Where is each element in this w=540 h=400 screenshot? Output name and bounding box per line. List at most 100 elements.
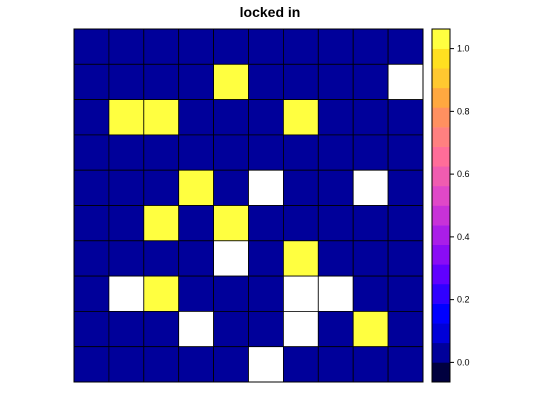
heatmap-cell bbox=[388, 64, 423, 99]
heatmap-cell bbox=[353, 170, 388, 205]
heatmap-cell bbox=[144, 29, 179, 64]
heatmap-cell bbox=[109, 64, 144, 99]
heatmap-cell bbox=[249, 347, 284, 382]
heatmap-cell bbox=[283, 64, 318, 99]
heatmap-cell bbox=[318, 170, 353, 205]
heatmap-cell bbox=[388, 276, 423, 311]
colorbar-tick-label: 0.2 bbox=[457, 295, 470, 305]
colorbar-segment bbox=[432, 343, 450, 363]
heatmap-cell bbox=[353, 64, 388, 99]
heatmap-cell bbox=[144, 276, 179, 311]
heatmap-cell bbox=[179, 170, 214, 205]
colorbar-ticks: 0.00.20.40.60.81.0 bbox=[450, 44, 470, 368]
heatmap-cell bbox=[283, 206, 318, 241]
heatmap-cell bbox=[109, 170, 144, 205]
colorbar-segment bbox=[432, 225, 450, 245]
colorbar-segment bbox=[432, 88, 450, 108]
heatmap-cell bbox=[144, 347, 179, 382]
heatmap-cell bbox=[388, 347, 423, 382]
heatmap-cell bbox=[214, 347, 249, 382]
heatmap-cell bbox=[214, 135, 249, 170]
heatmap-cell bbox=[144, 135, 179, 170]
colorbar-segment bbox=[432, 68, 450, 88]
heatmap-cell bbox=[318, 64, 353, 99]
heatmap-cell bbox=[74, 29, 109, 64]
heatmap-cell bbox=[214, 311, 249, 346]
colorbar-segment bbox=[432, 166, 450, 186]
heatmap-cell bbox=[74, 170, 109, 205]
heatmap-cell bbox=[283, 170, 318, 205]
heatmap-cell bbox=[249, 64, 284, 99]
heatmap-cell bbox=[109, 100, 144, 135]
heatmap-cell bbox=[283, 29, 318, 64]
heatmap-cell bbox=[249, 29, 284, 64]
heatmap-cell bbox=[283, 241, 318, 276]
heatmap-cell bbox=[214, 100, 249, 135]
heatmap-cell bbox=[214, 276, 249, 311]
heatmap-cell bbox=[214, 241, 249, 276]
heatmap-cell bbox=[353, 100, 388, 135]
heatmap-cell bbox=[179, 347, 214, 382]
heatmap-cell bbox=[388, 241, 423, 276]
heatmap-cell bbox=[388, 29, 423, 64]
heatmap-cell bbox=[144, 206, 179, 241]
heatmap-cell bbox=[109, 206, 144, 241]
heatmap-cell bbox=[353, 135, 388, 170]
heatmap-cell bbox=[353, 241, 388, 276]
heatmap-cell bbox=[179, 135, 214, 170]
colorbar-segment bbox=[432, 245, 450, 265]
heatmap-cell bbox=[74, 311, 109, 346]
heatmap-cell bbox=[74, 347, 109, 382]
heatmap-cell bbox=[388, 311, 423, 346]
heatmap-cell bbox=[318, 311, 353, 346]
colorbar-segment bbox=[432, 206, 450, 226]
heatmap-cell bbox=[353, 347, 388, 382]
heatmap-cell bbox=[109, 29, 144, 64]
heatmap-cell bbox=[353, 206, 388, 241]
heatmap-cell bbox=[353, 276, 388, 311]
heatmap-cell bbox=[144, 311, 179, 346]
heatmap-cell bbox=[109, 135, 144, 170]
heatmap-cell bbox=[318, 276, 353, 311]
heatmap-cell bbox=[144, 100, 179, 135]
heatmap-cell bbox=[249, 206, 284, 241]
heatmap-cell bbox=[179, 276, 214, 311]
colorbar-segment bbox=[432, 304, 450, 324]
heatmap-cell bbox=[144, 64, 179, 99]
heatmap-cell bbox=[249, 276, 284, 311]
heatmap-cell bbox=[388, 135, 423, 170]
heatmap-cell bbox=[283, 276, 318, 311]
heatmap-cell bbox=[74, 100, 109, 135]
colorbar-segment bbox=[432, 284, 450, 304]
heatmap-cell bbox=[353, 29, 388, 64]
heatmap-cell bbox=[74, 276, 109, 311]
heatmap-cells bbox=[74, 29, 423, 382]
colorbar-segment bbox=[432, 264, 450, 284]
colorbar-segment bbox=[432, 323, 450, 343]
heatmap-cell bbox=[283, 311, 318, 346]
heatmap-cell bbox=[109, 276, 144, 311]
colorbar-segment bbox=[432, 127, 450, 147]
colorbar-segment bbox=[432, 107, 450, 127]
heatmap-cell bbox=[388, 170, 423, 205]
colorbar-tick-label: 0.4 bbox=[457, 232, 470, 242]
heatmap-cell bbox=[214, 170, 249, 205]
heatmap-cell bbox=[179, 311, 214, 346]
heatmap-cell bbox=[318, 135, 353, 170]
heatmap-cell bbox=[214, 29, 249, 64]
heatmap-cell bbox=[179, 64, 214, 99]
heatmap-cell bbox=[74, 241, 109, 276]
heatmap-cell bbox=[74, 206, 109, 241]
heatmap-cell bbox=[179, 29, 214, 64]
heatmap-cell bbox=[179, 100, 214, 135]
heatmap-cell bbox=[179, 206, 214, 241]
heatmap-cell bbox=[388, 206, 423, 241]
colorbar-segment bbox=[432, 29, 450, 49]
heatmap-cell bbox=[214, 64, 249, 99]
colorbar-tick-label: 0.6 bbox=[457, 169, 470, 179]
heatmap-cell bbox=[388, 100, 423, 135]
heatmap-cell bbox=[318, 206, 353, 241]
heatmap-cell bbox=[283, 347, 318, 382]
colorbar-tick-label: 0.0 bbox=[457, 357, 470, 367]
